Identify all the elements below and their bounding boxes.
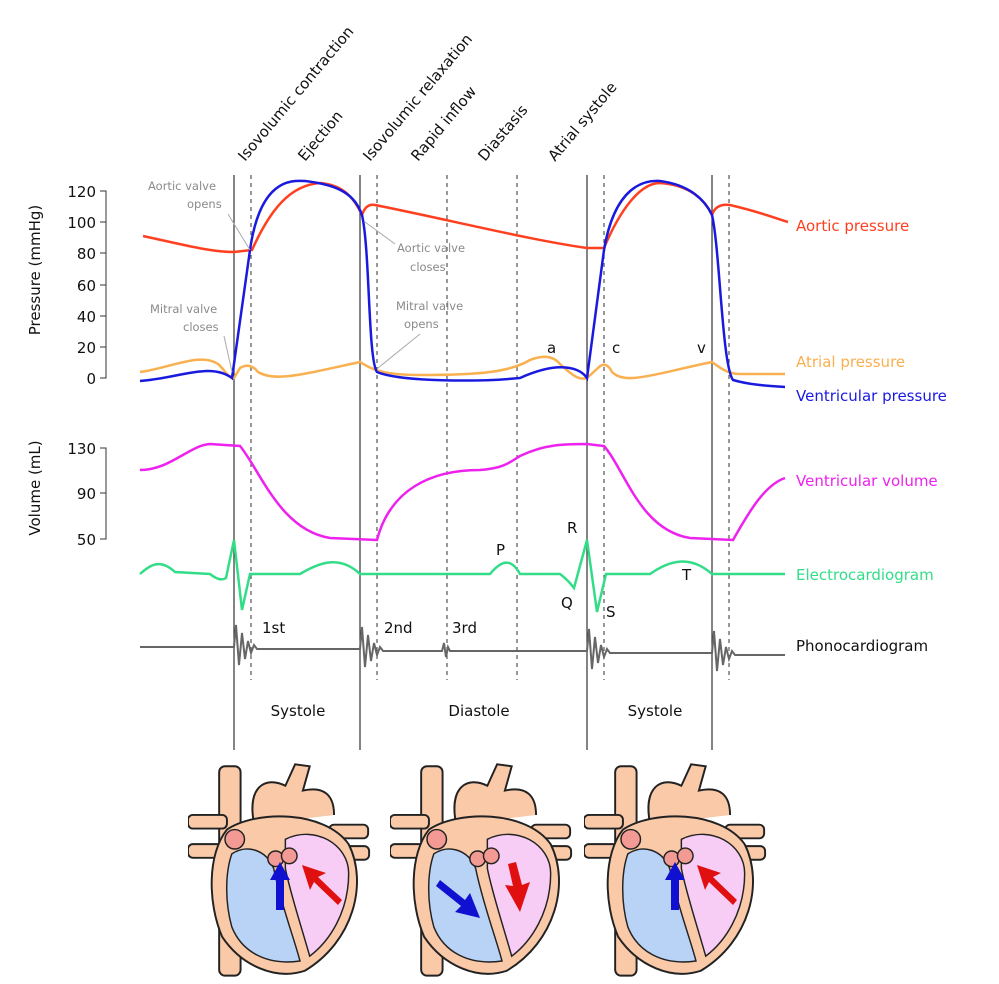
curve-label: Electrocardiogram: [796, 566, 934, 584]
aortic-pressure-curve: [142, 181, 789, 254]
phonocardiogram-curve: [140, 624, 785, 672]
annotation: Aortic valve: [148, 179, 216, 193]
ventricular-volume-curve: [139, 442, 786, 542]
tick-label: 100: [67, 214, 96, 232]
atrial-pressure-curve: [139, 355, 785, 380]
annotation: closes: [183, 320, 219, 334]
curve-label: Ventricular volume: [796, 472, 938, 490]
tick-label: 80: [77, 245, 96, 263]
curve-label: Atrial pressure: [796, 353, 905, 371]
tick-label: 50: [77, 531, 96, 549]
annotation: opens: [404, 317, 439, 331]
axis-title: Volume (mL): [26, 440, 44, 535]
wave-label: S: [606, 603, 616, 621]
wave-label: P: [496, 541, 505, 559]
phase-labels: Isovolumic contraction Ejection Isovolum…: [234, 23, 620, 165]
phase-lines: [233, 175, 730, 750]
curve-label: Ventricular pressure: [796, 387, 947, 405]
annotation: Mitral valve: [396, 299, 463, 313]
annotation: opens: [187, 197, 222, 211]
sound-label: 2nd: [384, 619, 413, 637]
wave-label: Q: [561, 594, 573, 612]
phase-label: Atrial systole: [544, 78, 620, 164]
pressure-axis: [100, 190, 107, 379]
pointer: [223, 335, 233, 373]
blood-arrow: [665, 862, 685, 910]
tick-label: 20: [77, 339, 96, 357]
wave-label: a: [547, 339, 556, 357]
pointer: [377, 333, 421, 369]
volume-axis: [100, 447, 107, 540]
blood-arrow: [436, 880, 480, 918]
wave-label: R: [567, 519, 577, 537]
ventricular-pressure-curve: [139, 179, 786, 389]
period-label: Systole: [271, 702, 326, 720]
heart-illustrations: [188, 763, 767, 977]
heart: [390, 763, 573, 977]
tick-label: 120: [67, 183, 96, 201]
pointer: [364, 221, 396, 245]
tick-label: 130: [67, 440, 96, 458]
blood-arrow: [697, 865, 737, 905]
pointer: [227, 213, 251, 251]
sound-label: 1st: [262, 619, 285, 637]
wave-label: T: [681, 566, 692, 584]
period-label: Diastole: [448, 702, 509, 720]
ecg-curve: [139, 539, 785, 613]
phase-label: Diastasis: [474, 101, 531, 164]
phase-label: Ejection: [294, 107, 346, 164]
blood-arrow: [270, 862, 290, 910]
sound-label: 3rd: [452, 619, 477, 637]
tick-label: 0: [86, 370, 96, 388]
annotation: Aortic valve: [397, 241, 465, 255]
annotation: Mitral valve: [150, 302, 217, 316]
annotation: closes: [410, 260, 446, 274]
tick-label: 40: [77, 308, 96, 326]
wave-label: v: [697, 339, 706, 357]
axis-title: Pressure (mmHg): [26, 205, 44, 336]
curve-label: Aortic pressure: [796, 217, 909, 235]
wave-label: c: [612, 339, 620, 357]
blood-arrow: [302, 865, 342, 905]
valve-annotations: Aortic valve opens Aortic valve closes M…: [148, 179, 465, 373]
pressure-ticks: 120 100 80 60 40 20 0 130 90 50: [67, 183, 107, 549]
phase-label: Isovolumic contraction: [234, 23, 357, 165]
curve-label: Phonocardiogram: [796, 637, 928, 655]
blood-arrow: [505, 862, 530, 912]
period-label: Systole: [628, 702, 683, 720]
tick-label: 60: [77, 277, 96, 295]
tick-label: 90: [77, 485, 96, 503]
